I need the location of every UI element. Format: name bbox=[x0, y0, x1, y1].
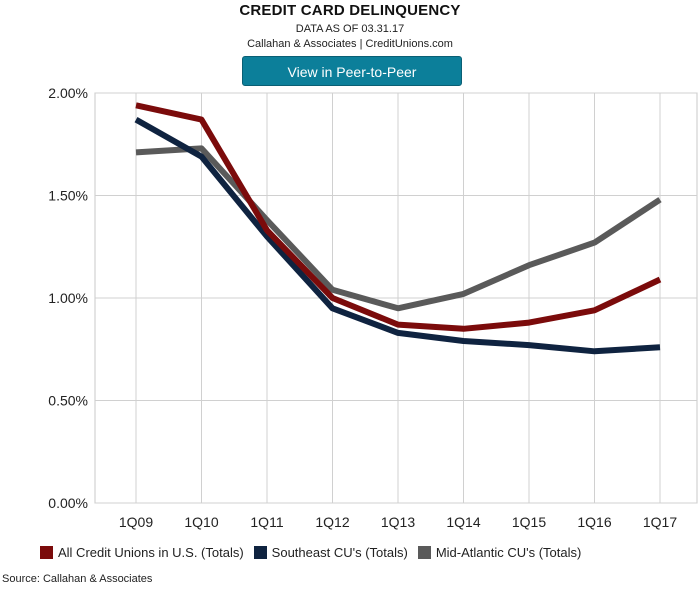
legend-label-southeast: Southeast CU's (Totals) bbox=[271, 545, 408, 560]
legend: All Credit Unions in U.S. (Totals) South… bbox=[40, 545, 591, 560]
line-chart: 0.00% 0.50% 1.00% 1.50% 2.00% 1Q09 1Q10 1Q11 1Q1… bbox=[48, 85, 698, 530]
series-line-1 bbox=[134, 116, 661, 355]
legend-swatch-mid-atlantic bbox=[417, 546, 431, 559]
view-in-peer-to-peer-button[interactable]: View in Peer-to-Peer bbox=[242, 56, 462, 86]
x-tick-label: 1Q14 bbox=[446, 514, 480, 530]
x-tick-label: 1Q09 bbox=[119, 514, 153, 530]
legend-item-us: All Credit Unions in U.S. (Totals) bbox=[40, 545, 244, 560]
y-tick-label: 0.50% bbox=[48, 393, 88, 409]
x-tick-label: 1Q13 bbox=[381, 514, 415, 530]
data-date: DATA AS OF 03.31.17 bbox=[295, 23, 405, 35]
credit-line: Callahan & Associates | CreditUnions.com bbox=[247, 38, 453, 50]
x-tick-label: 1Q15 bbox=[512, 514, 546, 530]
y-tick-label: 0.00% bbox=[48, 495, 88, 511]
series-line-2 bbox=[135, 145, 662, 312]
x-tick-label: 1Q16 bbox=[577, 514, 611, 530]
legend-label-mid-atlantic: Mid-Atlantic CU's (Totals) bbox=[435, 545, 582, 560]
y-tick-label: 1.00% bbox=[48, 290, 88, 306]
y-tick-label: 2.00% bbox=[48, 85, 88, 101]
x-tick-label: 1Q10 bbox=[184, 514, 218, 530]
legend-item-southeast: Southeast CU's (Totals) bbox=[253, 545, 408, 560]
x-tick-label: 1Q11 bbox=[250, 514, 283, 530]
x-tick-label: 1Q12 bbox=[315, 514, 349, 530]
legend-swatch-us bbox=[40, 546, 53, 559]
legend-label-us: All Credit Unions in U.S. (Totals) bbox=[58, 545, 244, 560]
source-note: Source: Callahan & Associates bbox=[2, 573, 153, 585]
series-line-0 bbox=[135, 102, 662, 332]
legend-swatch-southeast bbox=[253, 546, 267, 559]
chart-title: CREDIT CARD DELINQUENCY bbox=[239, 2, 461, 19]
y-tick-label: 1.50% bbox=[48, 188, 88, 204]
x-tick-label: 1Q17 bbox=[643, 514, 677, 530]
legend-item-mid-atlantic: Mid-Atlantic CU's (Totals) bbox=[417, 545, 582, 560]
